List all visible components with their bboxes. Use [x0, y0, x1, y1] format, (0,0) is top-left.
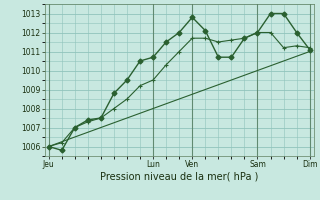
- X-axis label: Pression niveau de la mer( hPa ): Pression niveau de la mer( hPa ): [100, 172, 258, 182]
